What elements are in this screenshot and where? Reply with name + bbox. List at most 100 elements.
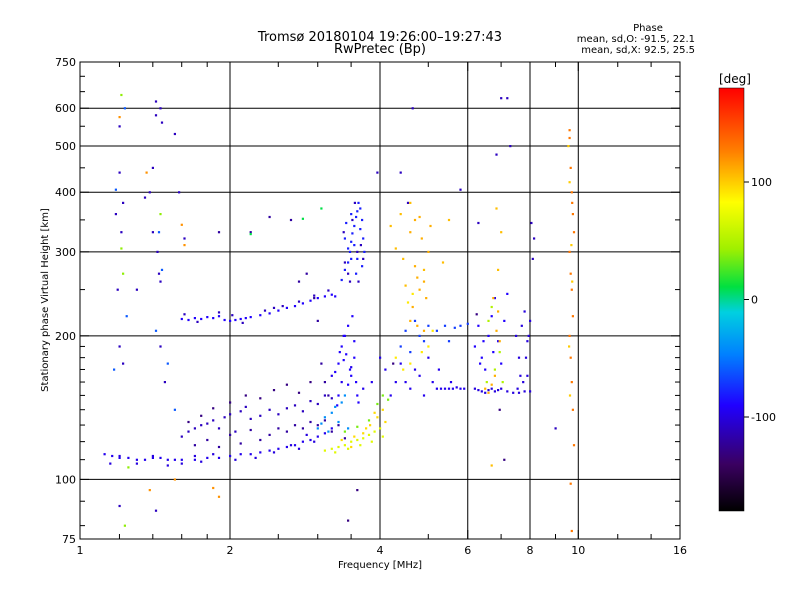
data-point — [529, 319, 532, 322]
data-point — [277, 309, 280, 312]
data-point — [384, 420, 387, 424]
data-point — [350, 213, 353, 216]
data-point — [568, 136, 571, 140]
x-axis-label: Frequency [MHz] — [338, 560, 422, 571]
data-point — [340, 438, 343, 442]
data-point — [193, 317, 196, 320]
data-point — [135, 458, 138, 461]
data-point — [323, 416, 326, 419]
data-point — [435, 329, 438, 332]
data-point — [118, 171, 121, 174]
data-point — [484, 387, 487, 390]
y-tick-label: 100 — [55, 473, 76, 486]
data-point — [241, 321, 244, 324]
data-point — [482, 340, 485, 343]
data-point — [338, 351, 341, 354]
data-point — [493, 368, 496, 371]
data-point — [402, 368, 405, 371]
data-point — [200, 414, 203, 417]
data-point — [431, 329, 434, 332]
data-point — [289, 218, 293, 222]
data-point — [554, 427, 557, 430]
data-point — [323, 432, 326, 435]
data-point — [479, 362, 482, 365]
data-point — [157, 272, 161, 275]
data-point — [347, 324, 350, 327]
data-point — [249, 233, 252, 236]
data-point — [413, 368, 417, 371]
data-point — [340, 401, 343, 404]
data-point — [217, 311, 221, 314]
data-point — [281, 305, 284, 308]
data-point — [239, 453, 242, 456]
data-point — [217, 456, 221, 459]
data-point — [356, 438, 359, 442]
data-point — [406, 301, 410, 304]
data-point — [239, 410, 242, 413]
data-point — [187, 430, 190, 433]
data-point — [353, 340, 356, 343]
x-tick-label: 10 — [571, 544, 585, 557]
data-point — [293, 305, 297, 308]
data-point — [455, 386, 458, 389]
data-point — [206, 456, 209, 459]
data-point — [249, 417, 252, 420]
data-point — [435, 387, 438, 390]
data-point — [196, 320, 199, 323]
data-point — [449, 381, 453, 384]
data-point — [330, 447, 333, 450]
data-point — [411, 292, 414, 295]
data-point — [569, 482, 572, 485]
data-point — [285, 383, 288, 386]
data-point — [173, 408, 176, 411]
data-point — [411, 107, 414, 110]
data-point — [244, 405, 247, 408]
data-point — [229, 413, 232, 416]
y-tick-label: 600 — [55, 102, 76, 115]
data-point — [427, 250, 430, 253]
data-point — [187, 420, 190, 424]
data-point — [422, 280, 426, 283]
data-point — [343, 437, 346, 440]
data-point — [362, 432, 365, 435]
data-point — [151, 166, 154, 169]
y-tick-label: 500 — [55, 140, 76, 153]
data-point — [217, 427, 221, 430]
data-point — [427, 356, 430, 359]
data-point — [431, 381, 434, 384]
y-tick-label: 200 — [55, 330, 76, 343]
data-point — [345, 353, 348, 356]
x-tick-label: 8 — [527, 544, 534, 557]
data-point — [166, 362, 169, 365]
data-point — [571, 280, 574, 283]
data-point — [399, 213, 402, 216]
data-point — [249, 316, 252, 319]
data-point — [334, 451, 337, 454]
data-point — [353, 201, 356, 204]
data-point — [259, 451, 262, 454]
data-point — [200, 317, 203, 321]
data-point — [404, 381, 407, 384]
data-point — [342, 231, 345, 234]
data-point — [413, 218, 417, 222]
data-point — [487, 389, 490, 392]
data-point — [200, 424, 203, 427]
data-point — [523, 390, 526, 393]
data-point — [343, 394, 346, 397]
data-point — [223, 416, 226, 419]
data-point — [244, 394, 247, 397]
data-point — [340, 278, 343, 282]
data-point — [490, 315, 493, 318]
data-point — [342, 359, 345, 362]
data-point — [451, 387, 454, 390]
data-point — [441, 261, 445, 264]
data-point — [570, 529, 573, 533]
data-point — [350, 257, 353, 260]
data-point — [206, 438, 209, 442]
data-point — [353, 244, 356, 247]
data-point — [272, 389, 276, 392]
data-point — [447, 340, 451, 343]
data-point — [569, 356, 572, 359]
data-point — [533, 237, 536, 240]
data-point — [289, 444, 293, 447]
